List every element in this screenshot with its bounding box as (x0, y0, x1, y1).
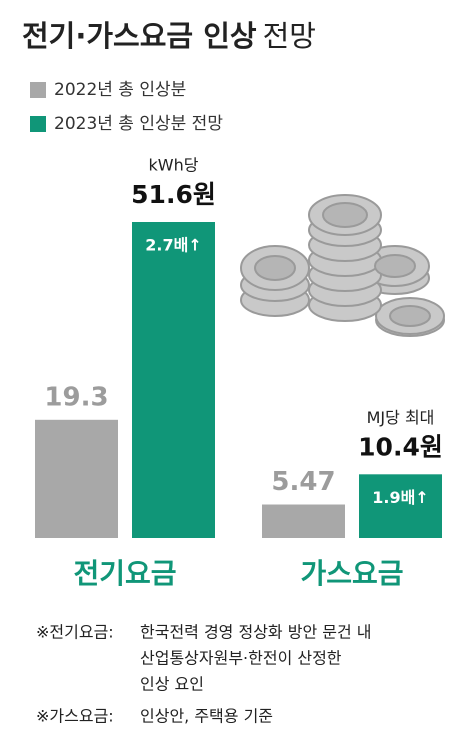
bar (35, 419, 118, 538)
bar-annotation: 2.7배↑ (145, 236, 201, 255)
coins (240, 194, 445, 337)
title-main: 전기·가스요금 인상 (22, 19, 257, 53)
legend-swatch (30, 116, 46, 132)
value-label: 5.47 (271, 467, 335, 497)
bar (359, 474, 442, 538)
note-text: 산업통상자원부·한전이 산정한 (140, 649, 342, 668)
title-suffix: 전망 (263, 19, 316, 53)
unit-label: kWh당 (149, 156, 199, 175)
bar (132, 222, 215, 538)
chart-title: 전기·가스요금 인상 전망 (22, 19, 316, 53)
note-text: 한국전력 경영 정상화 방안 문건 내 (140, 623, 372, 642)
value-label: 51.6원 (131, 180, 216, 209)
category-label: 전기요금 (73, 557, 176, 590)
note-label: ※전기요금: (36, 623, 114, 642)
unit-label: MJ당 최대 (367, 408, 435, 427)
legend-label: 2022년 총 인상분 (54, 80, 186, 100)
note-text: 인상안, 주택용 기준 (140, 707, 273, 726)
bar (262, 504, 345, 538)
note-label: ※가스요금: (36, 707, 114, 726)
bar-annotation: 1.9배↑ (372, 488, 428, 507)
value-label: 10.4원 (358, 432, 443, 461)
value-label: 19.3 (44, 382, 108, 412)
category-label: 가스요금 (300, 557, 403, 590)
legend-swatch (30, 82, 46, 98)
legend-label: 2023년 총 인상분 전망 (54, 114, 223, 134)
note-text: 인상 요인 (140, 675, 204, 694)
